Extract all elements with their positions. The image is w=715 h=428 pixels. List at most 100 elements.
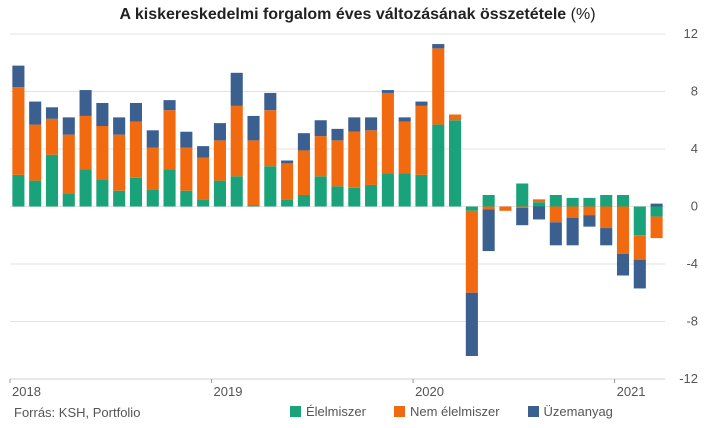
legend-swatch-nem-elelmiszer [393,406,405,417]
bar-segment-uzemanyag [331,128,344,141]
bar-segment-elelmiszer [348,187,361,207]
bar-segment-uzemanyag [129,103,143,122]
bar-segment-elelmiszer [549,195,562,207]
bar-segment-elelmiszer [297,195,310,207]
bar-segment-elelmiszer [197,199,210,207]
legend-swatch-elelmiszer [290,406,301,417]
bar-segment-elelmiszer [583,197,596,207]
bar-segment-nem-elelmiszer [163,110,176,170]
bar-segment-nem-elelmiszer [365,130,378,185]
bar-segment-nem-elelmiszer [348,131,361,188]
bar-segment-uzemanyag [264,92,277,111]
y-tick-label: 12 [684,26,698,41]
bar-segment-nem-elelmiszer [398,121,411,174]
bar-segment-nem-elelmiszer [549,206,562,223]
bar-segment-nem-elelmiszer [516,206,529,208]
bar-segment-elelmiszer [163,169,176,207]
bar-segment-elelmiszer [331,186,344,207]
bar-segment-nem-elelmiszer [247,140,260,206]
bar-segment-nem-elelmiszer [314,136,327,177]
bar-segment-elelmiszer [264,166,277,207]
bar-segment-uzemanyag [197,146,210,158]
bar-segment-elelmiszer [12,174,25,207]
bar-segment-uzemanyag [79,90,92,116]
bar-segment-nem-elelmiszer [566,206,579,218]
y-tick-label: -12 [679,371,698,386]
x-tick-label: 2020 [415,384,444,399]
bar-segment-nem-elelmiszer [600,206,613,229]
bar-segment-elelmiszer [633,206,646,236]
legend-item-uzemanyag: Üzemanyag [527,404,613,419]
bar-segment-elelmiszer [432,124,445,207]
bar-segment-nem-elelmiszer [381,92,394,174]
bar-segment-elelmiszer [600,195,613,207]
bar-segment-nem-elelmiszer [633,235,646,260]
y-tick-label: 4 [691,141,698,156]
bar-segment-elelmiszer [381,173,394,207]
bar-segment-uzemanyag [650,203,663,207]
bar-segment-elelmiszer [180,190,193,207]
bar-segment-uzemanyag [314,120,327,137]
chart-title-unit: (%) [570,6,596,23]
chart-title: A kiskereskedelmi forgalom éves változás… [0,6,715,24]
bar-segment-elelmiszer [62,193,75,207]
bar-segment-uzemanyag [163,100,176,111]
bar-segment-uzemanyag [96,103,109,126]
x-tick-label: 2019 [214,384,243,399]
bar-segment-nem-elelmiszer [29,124,42,181]
bar-segment-elelmiszer [465,206,478,211]
y-tick-label: 0 [691,199,698,214]
legend-label-nem-elelmiszer: Nem élelmiszer [409,404,500,419]
bar-segment-nem-elelmiszer [583,206,596,216]
bar-segment-elelmiszer [482,195,495,207]
bar-segment-nem-elelmiszer [96,126,109,180]
bar-segment-elelmiszer [415,174,428,207]
bar-segment-nem-elelmiszer [297,150,310,195]
bar-segment-elelmiszer [398,173,411,207]
y-tick-label: -4 [686,256,698,271]
bar-segment-elelmiszer [566,197,579,207]
bar-segment-nem-elelmiszer [62,134,75,194]
bar-segment-uzemanyag [482,209,495,252]
bar-segment-uzemanyag [398,117,411,122]
bar-segment-elelmiszer [449,120,462,207]
bar-segment-nem-elelmiszer [432,48,445,125]
bar-segment-uzemanyag [113,117,126,135]
bar-segment-elelmiszer [516,183,529,207]
bar-segment-elelmiszer [247,205,260,207]
bar-segment-uzemanyag [566,218,579,246]
bar-segment-nem-elelmiszer [146,147,159,190]
bar-segment-elelmiszer [650,206,663,217]
bar-segment-uzemanyag [12,65,25,88]
bar-segment-elelmiszer [532,202,546,207]
bar-segment-uzemanyag [583,215,596,227]
bar-segment-nem-elelmiszer [532,199,546,203]
bar-segment-uzemanyag [600,228,613,246]
bar-segment-uzemanyag [633,259,646,289]
bar-segment-nem-elelmiszer [129,121,143,178]
bar-segment-nem-elelmiszer [499,206,512,211]
bar-segment-uzemanyag [230,72,243,106]
y-tick-label: 8 [691,84,698,99]
x-tick-label: 2018 [12,384,41,399]
bar-segment-nem-elelmiszer [264,110,277,167]
bar-segment-elelmiszer [230,176,243,207]
bar-segment-nem-elelmiszer [113,134,126,191]
legend-item-nem-elelmiszer: Nem élelmiszer [393,404,500,419]
chart-title-text: A kiskereskedelmi forgalom éves változás… [119,6,567,23]
bar-segment-elelmiszer [365,184,378,207]
bar-segment-uzemanyag [29,101,42,125]
bar-segment-uzemanyag [432,44,445,49]
bar-segment-uzemanyag [616,253,630,276]
bar-segment-uzemanyag [146,130,159,148]
bar-segment-elelmiszer [129,177,143,207]
legend: Élelmiszer Nem élelmiszer Üzemanyag [290,404,613,419]
bar-segment-nem-elelmiszer [213,140,226,181]
source-note: Forrás: KSH, Portfolio [14,405,141,420]
bar-segment-elelmiszer [281,199,294,207]
bar-segment-nem-elelmiszer [465,210,478,293]
bar-segment-uzemanyag [62,117,75,135]
bar-segment-nem-elelmiszer [230,105,243,177]
bar-segment-uzemanyag [281,160,294,164]
bar-segment-elelmiszer [113,190,126,207]
